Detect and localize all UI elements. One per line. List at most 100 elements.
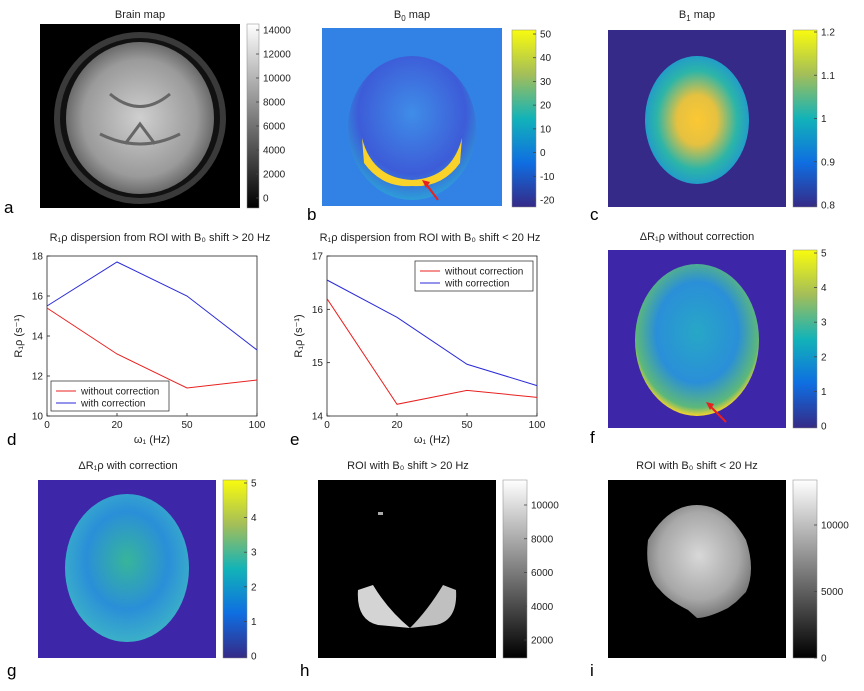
cbar-tick-label: 1 [251,617,257,628]
panel-c-title: B1 map [678,9,716,24]
panel-a-image [40,24,240,208]
panel-g-cbar-ticks: 5 4 3 2 1 0 [244,479,257,663]
y-tick-label: 16 [312,305,324,316]
cbar-tick-label: 8000 [263,98,286,109]
cbar-tick-label: 4 [821,283,827,294]
panel-f-letter: f [590,428,595,447]
panel-f-cbar-ticks: 5 4 3 2 1 0 [814,249,827,433]
red-arrow-f [709,405,727,423]
panel-c-image [608,30,786,207]
panel-h-colorbar: 10000 8000 6000 4000 2000 [502,479,559,659]
panel-a-colorbar: 14000 12000 10000 8000 6000 4000 2000 0 [246,23,291,209]
cbar-tick-label: 0 [821,654,827,665]
panel-h-image [318,480,496,658]
chart-d: 0 20 50 100 10 12 14 16 18 ω₁ (Hz) R₁ρ (s⁻¹) withou… [13,252,266,447]
cbar-tick-label: 0 [251,652,257,663]
cbar-tick-label: 12000 [263,50,291,61]
cbar-tick-label: 4000 [263,146,286,157]
panel-e-title: R₁ρ dispersion from ROI with B₀ shift < … [319,232,541,244]
brain-b1 [645,56,749,184]
brain-g [65,494,189,642]
legend-box [50,380,170,412]
cbar-tick-label: 1 [821,387,827,398]
x-tick-label: 0 [44,420,50,431]
x-tick-label: 0 [324,420,330,431]
panel-i-colorbar: 10000 5000 0 [792,479,849,665]
panel-b-colorbar: 50 40 30 20 10 0 -10 -20 [511,30,555,208]
panel-g-title: ΔR₁ρ with correction [78,460,178,472]
y-tick-label: 14 [32,332,44,343]
cbar-tick-label: 2000 [263,170,286,181]
panel-g-image [38,480,216,658]
y-tick-label: 10 [32,412,44,423]
panel-f-colorbar: 5 4 3 2 1 0 [792,249,827,433]
cbar-tick-label: 50 [540,30,552,41]
cbar-tick-label: 6000 [263,122,286,133]
y-tick-label: 16 [32,292,44,303]
cbar-tick-label: 4000 [531,602,554,613]
cbar-tick-label: 0.8 [821,201,835,212]
cbar-tick-label: 3 [251,548,257,559]
panel-d-letter: d [7,430,17,449]
x-tick-label: 20 [391,420,403,431]
panel-c-letter: c [590,205,599,224]
cbar-tick-label: -20 [540,196,555,207]
cbar-tick-label: 10000 [821,521,849,532]
y-tick-label: 14 [312,412,324,423]
legend-box [414,260,534,292]
cbar-tick-label: 6000 [531,568,554,579]
cbar-tick-label: 0.9 [821,157,835,168]
y-tick-label: 12 [32,372,44,383]
panel-e-letter: e [290,430,300,449]
panel-b-image [322,28,502,206]
panel-c-colorbar: 1.2 1.1 1 0.9 0.8 [792,28,835,212]
cbar-tick-label: 0 [263,194,269,205]
panel-b-title: B0 map [393,9,431,24]
x-axis-label: ω₁ (Hz) [414,434,450,446]
cbar-tick-label: 2000 [531,636,554,647]
panel-d-title: R₁ρ dispersion from ROI with B₀ shift > … [49,232,271,244]
cbar-tick-label: 1.1 [821,71,835,82]
y-axis-label: R₁ρ (s⁻¹) [13,314,25,357]
cbar-tick-label: 1 [821,114,827,125]
y-tick-label: 15 [312,358,324,369]
roi-left-region [357,585,410,628]
x-tick-label: 20 [111,420,123,431]
x-axis-label: ω₁ (Hz) [134,434,170,446]
cbar-tick-label: 14000 [263,26,291,37]
cbar-tick-label: 0 [821,422,827,433]
x-tick-label: 100 [249,420,266,431]
cbar-tick-label: 4 [251,513,257,524]
cbar-tick-label: 10000 [263,74,291,85]
cbar-tick-label: 2 [821,352,827,363]
series-line-without-correction [326,298,538,405]
chart-e: 0 20 50 100 14 15 16 17 ω₁ (Hz) R₁ρ (s⁻¹) without … [293,252,546,447]
cbar-tick-label: 5 [251,479,257,490]
series-line-with-correction [46,261,258,351]
panel-a-cbar-ticks: 14000 12000 10000 8000 6000 4000 2000 0 [256,26,291,205]
cbar-tick-label: 20 [540,101,552,112]
cbar-tick-label: 30 [540,77,552,88]
legend-entry: with correction [444,279,509,290]
red-arrow-b [425,183,439,201]
cbar-tick-label: 0 [540,148,546,159]
legend-entry: with correction [80,399,145,410]
roi-right-region [410,585,457,628]
brain-tissue [66,42,214,194]
cbar-tick-label: -10 [540,172,555,183]
series-line-with-correction [326,279,538,387]
x-tick-label: 50 [461,420,473,431]
panel-b-letter: b [307,205,317,224]
x-tick-label: 100 [529,420,546,431]
cbar-tick-label: 3 [821,318,827,329]
panel-i-image [608,480,786,658]
panel-a-letter: a [4,198,14,217]
brain-f [635,264,759,416]
cbar-tick-label: 40 [540,53,552,64]
x-tick-label: 50 [181,420,193,431]
legend-entry: without correction [444,267,523,278]
panel-f-image [608,250,786,428]
panel-c-cbar-ticks: 1.2 1.1 1 0.9 0.8 [814,28,835,212]
brain-b0 [348,56,476,200]
panel-a-title: Brain map [114,9,166,21]
